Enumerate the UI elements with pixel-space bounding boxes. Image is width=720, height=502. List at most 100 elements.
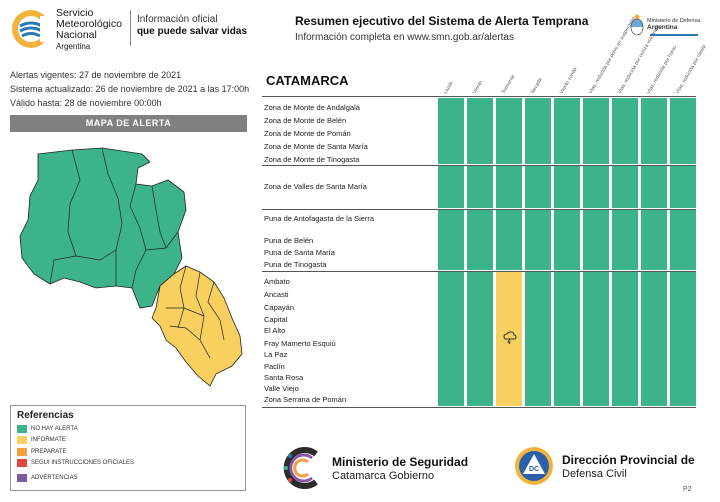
page-number: P2 xyxy=(683,486,692,493)
zone-label: Paclín xyxy=(264,362,285,371)
ministry-seguridad-title: Ministerio de Seguridad xyxy=(332,454,469,469)
defensa-civil: DC Dirección Provincial de Defensa Civil xyxy=(514,446,695,486)
alert-cell xyxy=(554,272,580,406)
zone-label: Capayán xyxy=(264,303,295,312)
zone-label: Santa Rosa xyxy=(264,373,304,382)
zone-label: Puna de Belén xyxy=(264,236,314,245)
info-valido: Válido hasta: 28 de noviembre 00:00h xyxy=(10,98,162,108)
legend-label: NO HAY ALERTA xyxy=(31,425,78,432)
org-line-1: Servicio xyxy=(56,7,94,19)
zone-label: Puna de Santa María xyxy=(264,248,335,257)
legend-label: INFORMATE xyxy=(31,437,66,444)
legend-item: NO HAY ALERTA xyxy=(17,423,245,435)
zone-label: Capital xyxy=(264,315,288,324)
report-subtitle: Información completa en www.smn.gob.ar/a… xyxy=(295,32,514,43)
dp-badge-text: DC xyxy=(529,466,539,473)
ministry-defensa: Ministerio de Defensa Argentina xyxy=(630,14,700,36)
zone-label: Ambato xyxy=(264,277,290,286)
alert-grid xyxy=(438,97,696,408)
alert-cell xyxy=(583,98,609,164)
row-divider xyxy=(262,271,696,272)
zone-label: Puna de Tinogasta xyxy=(264,260,327,269)
column-header: Vtas. reducida por ceniza volcánica xyxy=(616,23,662,95)
row-divider xyxy=(262,165,696,166)
alert-cell xyxy=(641,98,667,164)
alert-cell xyxy=(467,98,493,164)
alert-cell xyxy=(554,210,580,270)
alert-cell xyxy=(496,166,522,208)
alert-cell xyxy=(612,272,638,406)
alert-cell xyxy=(496,210,522,270)
legend-label: ADVERTENCIAS xyxy=(31,474,78,481)
map-region-yellow xyxy=(151,265,243,387)
alert-cell xyxy=(612,98,638,164)
org-line-2: Meteorológico xyxy=(56,18,122,30)
column-header: Nevada xyxy=(529,77,544,95)
alert-cell xyxy=(525,98,551,164)
alert-cell xyxy=(554,166,580,208)
alert-cell xyxy=(670,166,696,208)
legend-swatch xyxy=(17,473,27,482)
tagline-1: Información oficial xyxy=(136,14,218,25)
alert-cell xyxy=(670,272,696,406)
legend-item: PREPARATE xyxy=(17,446,245,458)
legend-title: Referencias xyxy=(17,410,74,421)
coat-of-arms-icon xyxy=(630,14,644,36)
alert-cell xyxy=(467,166,493,208)
zone-label: Zona de Monte de Pomán xyxy=(264,129,351,138)
column-header: Vtas. reducida por niebla xyxy=(674,44,708,95)
column-header: Lluvia xyxy=(442,80,455,95)
row-divider xyxy=(262,407,696,408)
defensa-civil-title: Dirección Provincial de xyxy=(562,452,695,467)
legend-item: SEGUI INSTRUCCIONES OFICIALES xyxy=(17,458,245,470)
alert-cell xyxy=(641,210,667,270)
ministry-seguridad-sub: Catamarca Gobierno xyxy=(332,469,435,482)
alert-cell xyxy=(467,210,493,270)
alert-cell xyxy=(525,272,551,406)
info-actualizado: Sistema actualizado: 26 de noviembre de … xyxy=(10,84,250,94)
storm-icon xyxy=(503,331,517,348)
org-country: Argentina xyxy=(56,42,91,51)
map-title: MAPA DE ALERTA xyxy=(10,115,247,132)
tagline-2: que puede salvar vidas xyxy=(136,26,248,37)
alert-cell xyxy=(583,210,609,270)
alert-cell xyxy=(670,210,696,270)
header-divider xyxy=(129,10,131,46)
legend-swatch xyxy=(17,424,27,433)
zone-label: Puna de Antofagasta de la Sierra xyxy=(264,214,375,223)
alert-info: Alertas vigentes: 27 de noviembre de 202… xyxy=(10,68,249,110)
legend-swatch xyxy=(17,447,27,456)
province-title: CATAMARCA xyxy=(266,73,349,88)
alert-cell xyxy=(641,166,667,208)
zone-label: Fray Mamerto Esquiú xyxy=(264,339,336,348)
zone-label: La Paz xyxy=(264,350,288,359)
column-header: Viento xyxy=(471,79,485,95)
org-line-3: Nacional xyxy=(56,29,97,41)
column-header: Viento zonda xyxy=(558,66,579,95)
alert-cell xyxy=(438,272,464,406)
alert-cell xyxy=(438,166,464,208)
alert-cell xyxy=(612,166,638,208)
legend-label: SEGUI INSTRUCCIONES OFICIALES xyxy=(31,460,135,467)
smn-logo-icon xyxy=(12,10,52,48)
alert-cell xyxy=(438,210,464,270)
legend: Referencias NO HAY ALERTA INFORMATE PREP… xyxy=(10,405,246,491)
ministry-line-2: Argentina xyxy=(647,23,678,31)
column-header: Tormenta xyxy=(500,73,517,95)
alert-cell xyxy=(525,166,551,208)
smn-tagline: Información oficial que puede salvar vid… xyxy=(137,14,247,38)
column-header: Vtas. reducida por humo xyxy=(645,44,679,95)
smn-header: Servicio Meteorológico Nacional Argentin… xyxy=(10,8,247,52)
alert-cell xyxy=(554,98,580,164)
zone-label: El Alto xyxy=(264,326,286,335)
ministry-line-1: Ministerio de Defensa xyxy=(647,18,701,24)
alert-cell xyxy=(438,98,464,164)
legend-swatch xyxy=(17,436,27,445)
report-header: Resumen ejecutivo del Sistema de Alerta … xyxy=(295,14,588,43)
ministry-underline xyxy=(650,34,698,36)
zone-label: Zona de Monte de Santa María xyxy=(264,142,368,151)
legend-item: ADVERTENCIAS xyxy=(17,472,245,484)
ministerio-logo-icon xyxy=(283,447,318,489)
ministry-name: Ministerio de Defensa Argentina xyxy=(647,18,700,31)
alert-cell xyxy=(525,210,551,270)
